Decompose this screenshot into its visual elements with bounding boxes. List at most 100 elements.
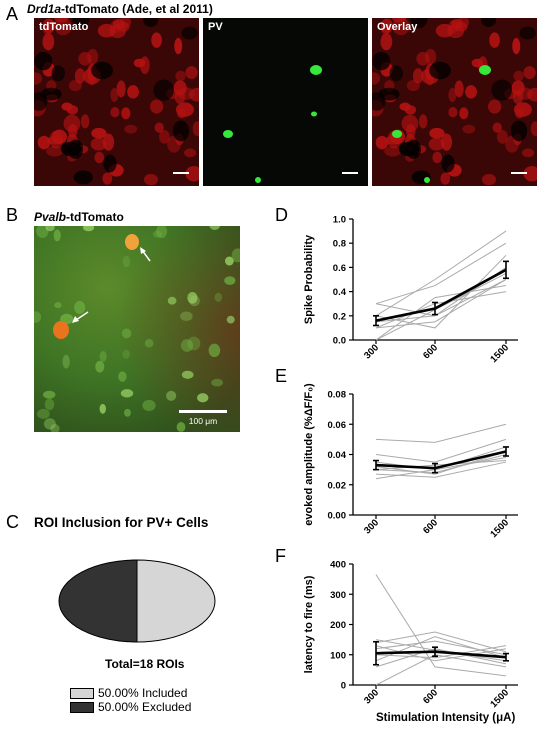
cell bbox=[95, 360, 105, 373]
individual-trace bbox=[375, 631, 507, 653]
scale-label: 100 μm bbox=[189, 416, 218, 426]
pv-cell bbox=[255, 177, 261, 183]
cell bbox=[34, 92, 48, 111]
y-axis-label: latency to fire (ms) bbox=[303, 575, 315, 673]
pie-chart-title: ROI Inclusion for PV+ Cells bbox=[34, 515, 209, 530]
cell bbox=[513, 70, 524, 82]
cell bbox=[83, 226, 95, 232]
cell bbox=[43, 390, 56, 399]
cell bbox=[116, 80, 126, 98]
individual-trace bbox=[375, 574, 507, 677]
background bbox=[372, 18, 537, 186]
cell bbox=[481, 18, 497, 27]
panel-b-title: Pvalb-tdTomato bbox=[34, 210, 124, 224]
background bbox=[34, 18, 199, 186]
cell bbox=[401, 114, 419, 133]
cell bbox=[94, 151, 105, 164]
individual-trace bbox=[375, 450, 507, 475]
y-axis-label: Spike Probability bbox=[303, 234, 315, 324]
cell bbox=[74, 300, 86, 315]
cell bbox=[42, 18, 55, 34]
cell bbox=[80, 114, 90, 129]
arrow-icon bbox=[75, 311, 89, 321]
cell bbox=[462, 124, 476, 134]
cell bbox=[143, 18, 159, 27]
cell bbox=[54, 302, 62, 309]
cell bbox=[185, 66, 198, 80]
cell bbox=[103, 154, 117, 173]
cell bbox=[50, 424, 60, 432]
cell bbox=[209, 226, 220, 230]
background bbox=[203, 18, 368, 186]
y-tick-label: 300 bbox=[330, 590, 346, 601]
cell bbox=[523, 66, 536, 80]
cell bbox=[121, 107, 131, 120]
cell bbox=[440, 172, 451, 185]
pie-slice-excluded bbox=[58, 559, 138, 643]
cell bbox=[380, 33, 393, 51]
cell bbox=[454, 80, 464, 98]
pie-chart-full bbox=[58, 559, 216, 643]
cell bbox=[156, 226, 168, 239]
cell bbox=[429, 61, 451, 80]
cell bbox=[372, 72, 381, 85]
cell bbox=[74, 68, 86, 84]
cell bbox=[174, 37, 183, 55]
panel-letter-a: A bbox=[6, 4, 19, 24]
micrograph-pv: PV bbox=[203, 18, 368, 186]
cell bbox=[166, 390, 177, 401]
cell bbox=[435, 23, 454, 38]
cell bbox=[496, 129, 508, 144]
cell bbox=[181, 370, 194, 379]
cell bbox=[511, 80, 525, 96]
cell bbox=[184, 148, 197, 158]
cell bbox=[173, 80, 187, 96]
cell bbox=[153, 79, 174, 101]
y-tick-label: 400 bbox=[330, 560, 346, 571]
cell bbox=[471, 58, 484, 68]
pie-slice-included bbox=[136, 559, 216, 643]
cell bbox=[481, 173, 497, 186]
cell bbox=[412, 68, 424, 84]
cell bbox=[124, 124, 138, 134]
cell bbox=[226, 315, 235, 324]
cell bbox=[144, 339, 154, 348]
cell bbox=[36, 226, 49, 238]
cell bbox=[492, 122, 502, 133]
legend-item-excluded: 50.00% Excluded bbox=[70, 700, 191, 714]
panel-letter-f: F bbox=[275, 546, 286, 566]
individual-trace bbox=[375, 285, 507, 341]
x-tick-label: 1500 bbox=[488, 687, 511, 710]
cell bbox=[73, 170, 93, 185]
cell bbox=[410, 18, 428, 29]
cell bbox=[416, 51, 430, 66]
cell bbox=[527, 87, 537, 102]
pv-cell bbox=[223, 130, 233, 138]
cell bbox=[34, 311, 42, 323]
cell bbox=[44, 398, 55, 411]
cell bbox=[510, 120, 528, 142]
y-tick-label: 100 bbox=[330, 650, 346, 661]
scale-bar bbox=[179, 410, 227, 413]
panel-letter-e: E bbox=[275, 366, 288, 386]
y-tick-label: 1.0 bbox=[333, 215, 346, 226]
tdtomato-cell bbox=[53, 321, 69, 339]
cell bbox=[177, 108, 186, 119]
cell bbox=[60, 141, 82, 157]
pv-cell bbox=[310, 65, 322, 75]
cell bbox=[46, 145, 64, 157]
cell bbox=[127, 85, 139, 99]
y-tick-label: 200 bbox=[330, 620, 346, 631]
cell bbox=[51, 65, 65, 82]
cell bbox=[121, 328, 132, 339]
cell bbox=[91, 127, 107, 139]
cell bbox=[512, 37, 521, 55]
y-axis-label: evoked amplitude (%ΔF/F₀) bbox=[303, 383, 315, 526]
cell bbox=[63, 114, 81, 133]
cell bbox=[178, 87, 195, 100]
cell bbox=[90, 137, 107, 151]
cell bbox=[42, 23, 53, 36]
scale-bar bbox=[173, 172, 189, 174]
individual-trace bbox=[375, 242, 507, 305]
cell bbox=[116, 22, 130, 32]
